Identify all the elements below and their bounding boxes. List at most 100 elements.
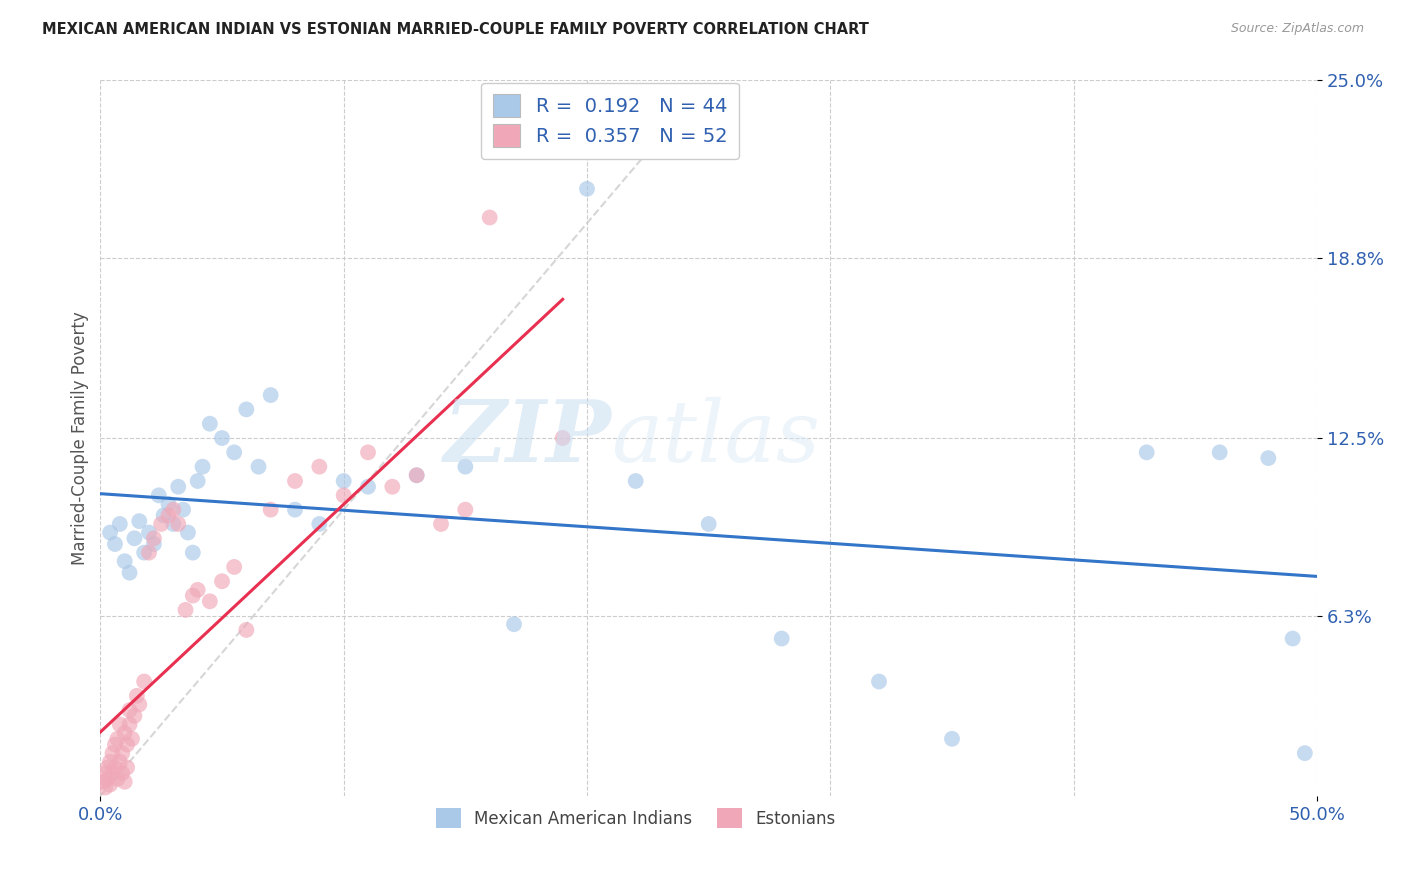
Point: [260, 388, 283, 402]
Point: [167, 516, 190, 531]
Point: [235, 623, 257, 637]
Point: [697, 516, 720, 531]
Point: [284, 474, 307, 488]
Point: [454, 502, 477, 516]
Point: [167, 480, 190, 494]
Point: [104, 760, 127, 774]
Point: [98, 778, 121, 792]
Point: [134, 546, 156, 560]
Point: [97, 772, 120, 786]
Point: [105, 772, 128, 786]
Point: [1208, 445, 1230, 459]
Point: [118, 703, 141, 717]
Point: [405, 468, 427, 483]
Point: [134, 674, 156, 689]
Point: [105, 731, 128, 746]
Point: [162, 502, 184, 516]
Point: [187, 582, 209, 597]
Text: atlas: atlas: [612, 397, 821, 479]
Point: [1136, 445, 1159, 459]
Point: [101, 766, 124, 780]
Point: [111, 746, 134, 760]
Point: [381, 480, 404, 494]
Point: [260, 502, 283, 516]
Point: [1257, 451, 1279, 466]
Legend: Mexican American Indians, Estonians: Mexican American Indians, Estonians: [429, 802, 842, 834]
Point: [94, 766, 117, 780]
Point: [181, 546, 204, 560]
Point: [332, 488, 354, 502]
Point: [308, 516, 330, 531]
Point: [157, 508, 180, 523]
Point: [104, 537, 127, 551]
Point: [478, 211, 501, 225]
Point: [101, 746, 124, 760]
Y-axis label: Married-Couple Family Poverty: Married-Couple Family Poverty: [72, 311, 89, 565]
Point: [98, 755, 121, 769]
Point: [198, 417, 221, 431]
Point: [142, 537, 165, 551]
Point: [91, 774, 114, 789]
Point: [770, 632, 793, 646]
Point: [114, 554, 136, 568]
Point: [138, 525, 160, 540]
Point: [114, 726, 136, 740]
Point: [142, 531, 165, 545]
Point: [224, 445, 246, 459]
Point: [454, 459, 477, 474]
Point: [172, 502, 194, 516]
Point: [576, 182, 599, 196]
Point: [150, 516, 173, 531]
Point: [503, 617, 526, 632]
Point: [115, 738, 138, 752]
Text: Source: ZipAtlas.com: Source: ZipAtlas.com: [1230, 22, 1364, 36]
Point: [148, 488, 170, 502]
Point: [247, 459, 270, 474]
Point: [308, 459, 330, 474]
Point: [162, 516, 184, 531]
Point: [114, 774, 136, 789]
Text: ZIP: ZIP: [443, 396, 612, 480]
Point: [111, 766, 134, 780]
Point: [128, 514, 150, 528]
Point: [94, 780, 117, 795]
Point: [235, 402, 257, 417]
Point: [181, 589, 204, 603]
Point: [138, 546, 160, 560]
Point: [177, 525, 200, 540]
Point: [97, 760, 120, 774]
Point: [108, 516, 131, 531]
Point: [357, 445, 380, 459]
Point: [187, 474, 209, 488]
Point: [332, 474, 354, 488]
Point: [174, 603, 197, 617]
Point: [941, 731, 963, 746]
Point: [118, 717, 141, 731]
Point: [108, 717, 131, 731]
Text: MEXICAN AMERICAN INDIAN VS ESTONIAN MARRIED-COUPLE FAMILY POVERTY CORRELATION CH: MEXICAN AMERICAN INDIAN VS ESTONIAN MARR…: [42, 22, 869, 37]
Point: [157, 497, 180, 511]
Point: [125, 689, 148, 703]
Point: [624, 474, 647, 488]
Point: [224, 560, 246, 574]
Point: [211, 431, 233, 445]
Point: [284, 502, 307, 516]
Point: [152, 508, 174, 523]
Point: [198, 594, 221, 608]
Point: [430, 516, 453, 531]
Point: [124, 709, 146, 723]
Point: [191, 459, 214, 474]
Point: [104, 738, 127, 752]
Point: [124, 531, 146, 545]
Point: [357, 480, 380, 494]
Point: [1294, 746, 1316, 760]
Point: [868, 674, 890, 689]
Point: [1281, 632, 1303, 646]
Point: [121, 731, 143, 746]
Point: [118, 566, 141, 580]
Point: [98, 525, 121, 540]
Point: [108, 755, 131, 769]
Point: [128, 698, 150, 712]
Point: [405, 468, 427, 483]
Point: [115, 760, 138, 774]
